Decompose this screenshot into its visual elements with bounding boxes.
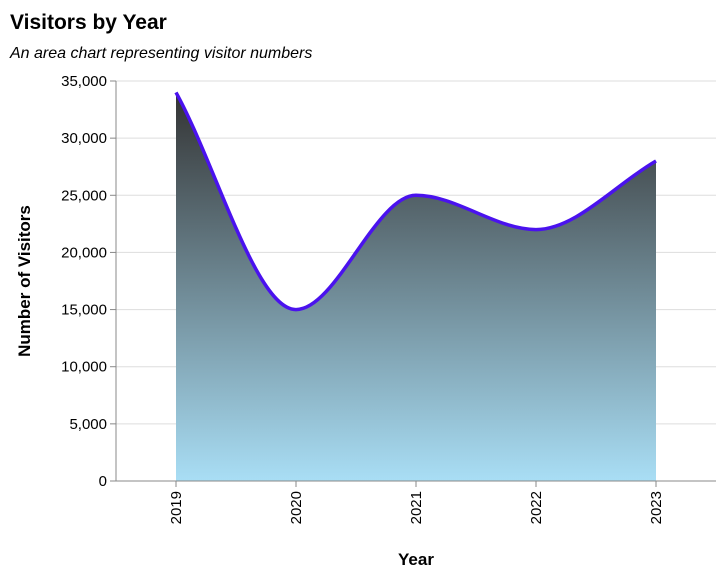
y-tick-label: 15,000 — [61, 302, 107, 319]
series-line — [174, 91, 657, 312]
y-axis-ticks: 0 5,000 10,000 15,000 20,000 25,000 30,000 35,0… — [61, 73, 116, 490]
y-tick-label: 0 — [99, 473, 107, 490]
y-tick-label: 30,000 — [61, 130, 107, 147]
x-axis-ticks: 2019 2020 2021 2022 2023 — [168, 481, 665, 524]
area-fill — [176, 92, 656, 481]
y-tick-label: 25,000 — [61, 187, 107, 204]
chart-title: Visitors by Year — [10, 11, 167, 34]
y-tick-label: 10,000 — [61, 359, 107, 376]
y-axis-title: Number of Visitors — [15, 205, 34, 357]
x-tick-label: 2022 — [528, 491, 545, 524]
y-tick-label: 5,000 — [69, 416, 107, 433]
x-axis-title: Year — [398, 550, 434, 569]
y-tick-label: 35,000 — [61, 73, 107, 90]
chart-subtitle: An area chart representing visitor numbe… — [9, 45, 312, 62]
x-tick-label: 2023 — [648, 491, 665, 524]
x-tick-label: 2019 — [168, 491, 185, 524]
y-tick-label: 20,000 — [61, 244, 107, 261]
x-tick-label: 2020 — [288, 491, 305, 524]
x-tick-label: 2021 — [408, 491, 425, 524]
